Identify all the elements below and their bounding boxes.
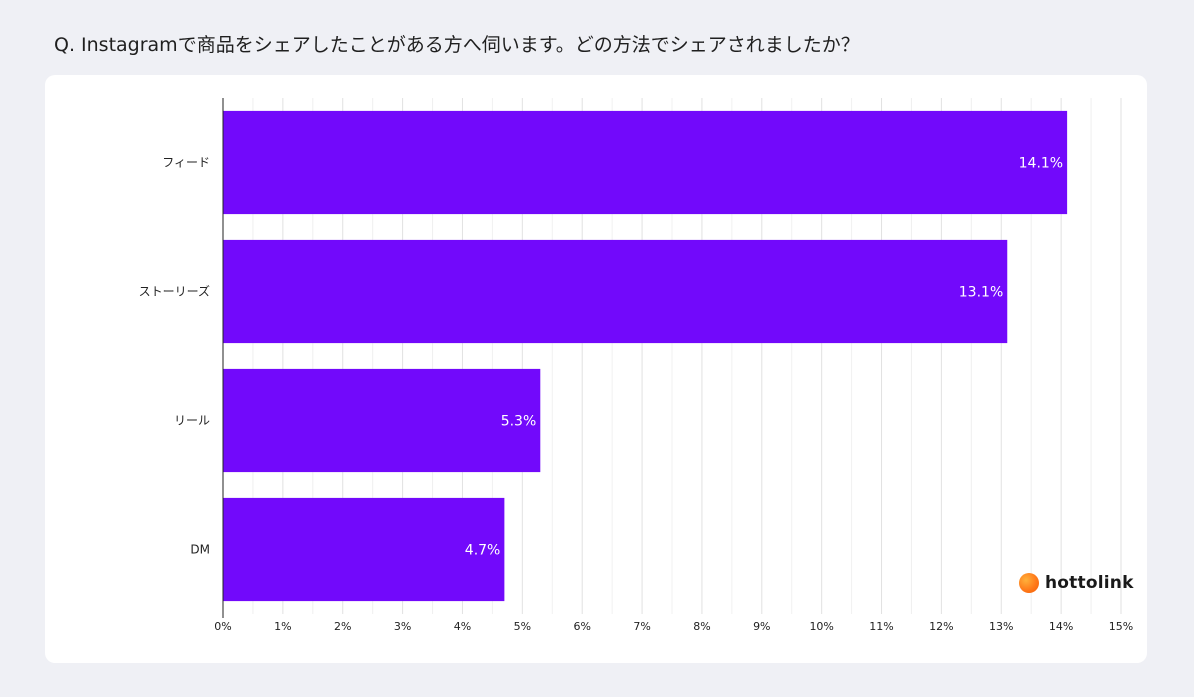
x-tick-label: 9% [753,620,770,633]
category-label: フィード [162,156,210,170]
bar [223,110,1068,215]
category-label: リール [174,414,210,428]
x-tick-labels: 0% 1% 2% 3% 4% 5% 6% 7% 8% 9% 10% 11% 12% 13% 14% 15% [214,620,1133,633]
category-label: DM [190,543,210,557]
x-tick-label: 12% [929,620,953,633]
chart-title: Q. Instagramで商品をシェアしたことがある方へ伺います。どの方法でシェ… [54,34,860,56]
x-tick-label: 11% [869,620,893,633]
x-tick-label: 8% [693,620,710,633]
bar [223,239,1008,344]
x-tick-label: 1% [274,620,291,633]
data-label: 13.1% [959,285,1003,301]
data-label: 14.1% [1019,156,1063,172]
category-label: ストーリーズ [139,284,210,299]
bars: 14.1% 13.1% 5.3% 4.7% [223,110,1068,602]
x-tick-label: 14% [1049,620,1073,633]
chart-card: 14.1% 13.1% 5.3% 4.7% フィードストーリーズリール DM 0% 1% 2… [45,75,1147,663]
data-label: 4.7% [465,543,501,559]
x-tick-label: 6% [573,620,590,633]
x-tick-label: 15% [1109,620,1133,633]
bar [223,368,541,473]
x-tick-label: 7% [633,620,650,633]
x-tick-label: 3% [394,620,411,633]
x-tick-label: 5% [514,620,531,633]
x-tick-label: 4% [454,620,471,633]
brand-logo: hottolink [1019,573,1134,593]
bar [223,497,505,602]
brand-name: hottolink [1045,573,1134,593]
x-tick-label: 10% [809,620,833,633]
data-label: 5.3% [501,414,537,430]
x-tick-label: 2% [334,620,351,633]
x-tick-label: 13% [989,620,1013,633]
hottolink-logo-icon [1019,573,1039,593]
x-tick-label: 0% [214,620,231,633]
